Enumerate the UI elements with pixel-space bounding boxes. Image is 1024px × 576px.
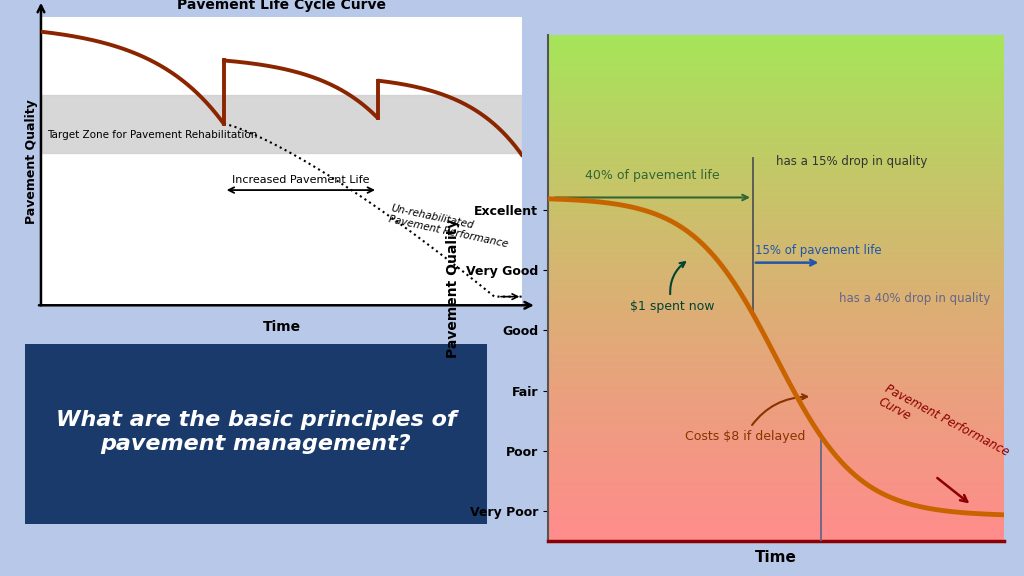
Text: Time: Time: [262, 320, 301, 334]
Text: Pavement Performance
Curve: Pavement Performance Curve: [876, 382, 1012, 472]
Text: Target Zone for Pavement Rehabilitation: Target Zone for Pavement Rehabilitation: [47, 130, 257, 141]
FancyBboxPatch shape: [25, 344, 487, 524]
Text: $1 spent now: $1 spent now: [630, 262, 715, 313]
Y-axis label: Pavement Quality: Pavement Quality: [446, 218, 461, 358]
Text: What are the basic principles of
pavement management?: What are the basic principles of pavemen…: [55, 410, 457, 454]
Text: Costs $8 if delayed: Costs $8 if delayed: [685, 395, 807, 443]
Text: has a 15% drop in quality: has a 15% drop in quality: [776, 155, 927, 168]
Y-axis label: Pavement Quality: Pavement Quality: [26, 99, 38, 223]
Text: 15% of pavement life: 15% of pavement life: [755, 244, 882, 257]
X-axis label: Time: Time: [755, 550, 797, 565]
Text: Increased Pavement Life: Increased Pavement Life: [232, 175, 370, 185]
Title: Pavement Life Cycle Curve: Pavement Life Cycle Curve: [177, 0, 386, 12]
Text: 40% of pavement life: 40% of pavement life: [586, 169, 720, 183]
Bar: [41, 95, 522, 153]
Text: Un-rehabilitated
Pavement Performance: Un-rehabilitated Pavement Performance: [387, 203, 511, 249]
Text: has a 40% drop in quality: has a 40% drop in quality: [840, 293, 991, 305]
